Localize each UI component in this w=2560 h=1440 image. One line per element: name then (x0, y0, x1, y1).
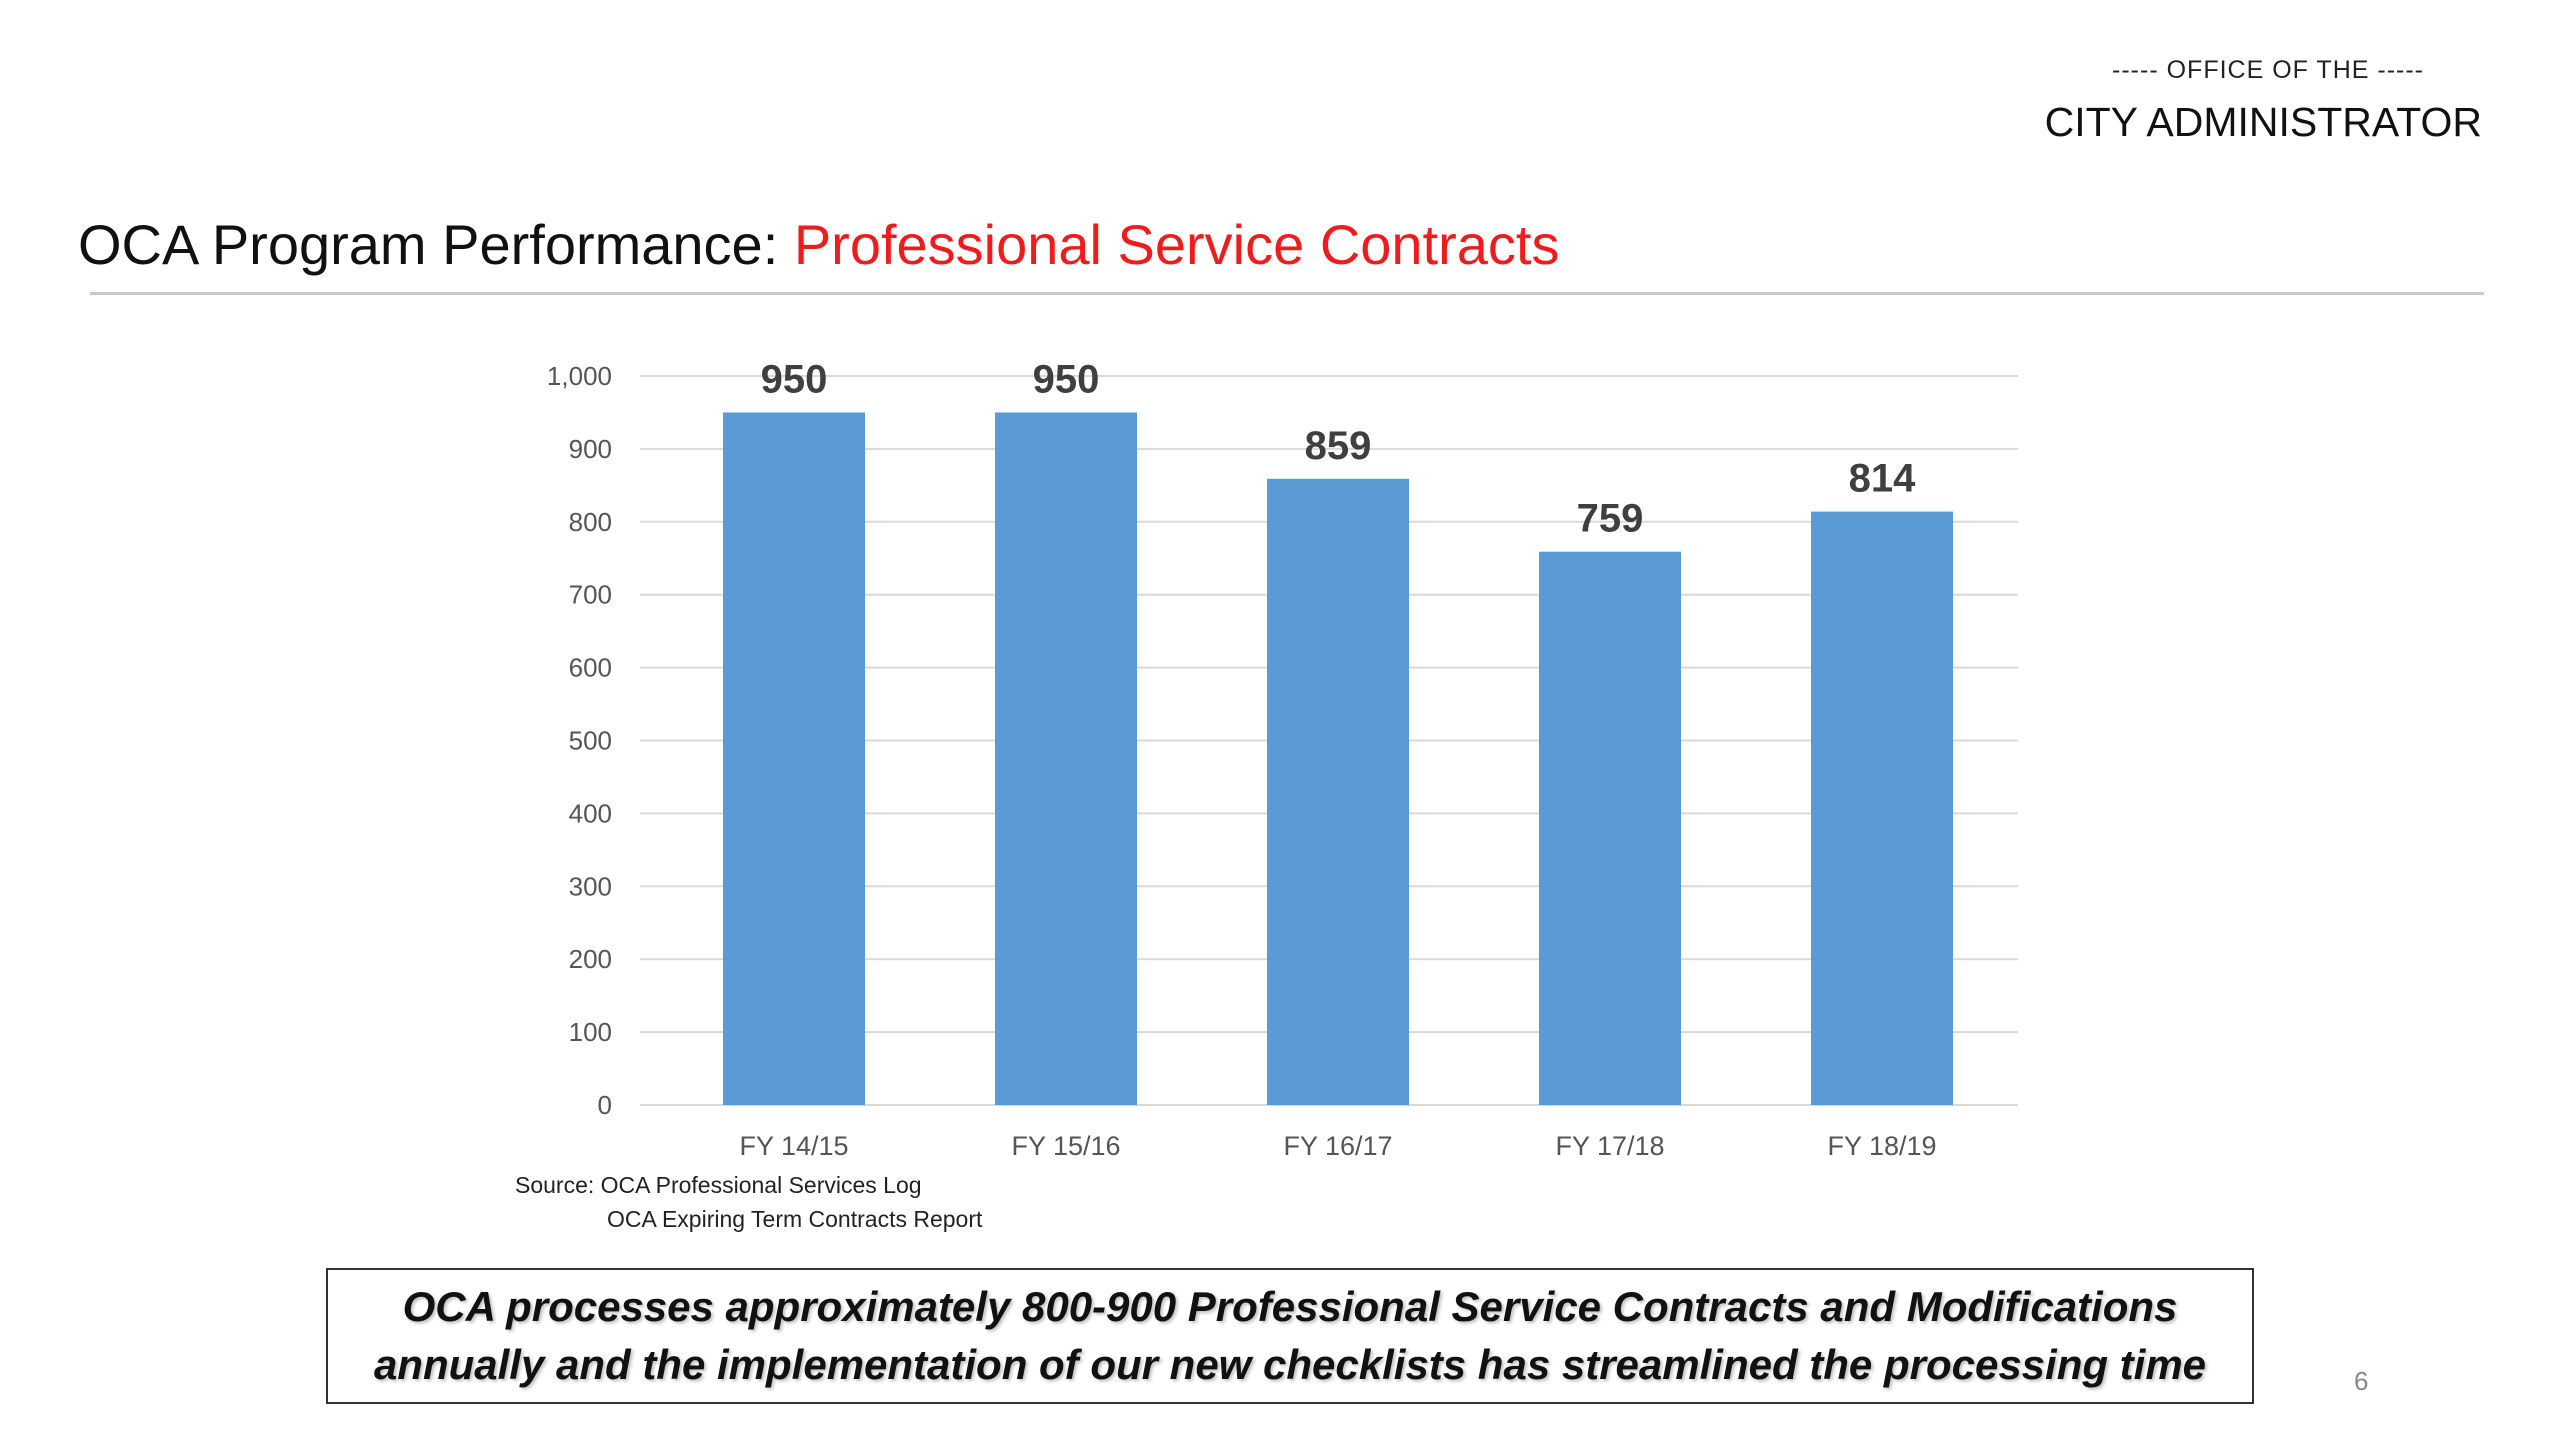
y-tick-label: 0 (598, 1090, 612, 1120)
x-tick-label: FY 17/18 (1555, 1131, 1664, 1161)
data-label: 950 (1033, 357, 1100, 401)
source-line-2: OCA Expiring Term Contracts Report (607, 1206, 983, 1232)
bar-chart: 0 100 200 300 400 500 600 700 800 900 1,000 950 FY 1… (547, 357, 2018, 1161)
bar (1811, 511, 1953, 1105)
y-tick-label: 200 (569, 944, 612, 974)
x-tick-label: FY 15/16 (1011, 1131, 1120, 1161)
page-number: 6 (2354, 1366, 2369, 1396)
slide-title-highlight: Professional Service Contracts (793, 213, 1560, 276)
slide-title-prefix: OCA Program Performance: (78, 213, 794, 276)
y-tick-label: 100 (569, 1017, 612, 1047)
org-header-line1: ----- OFFICE OF THE ----- (2112, 56, 2424, 84)
bar (995, 412, 1137, 1105)
slide-title: OCA Program Performance: Professional Se… (78, 212, 1559, 277)
y-tick-label: 400 (569, 798, 612, 828)
data-label: 950 (761, 357, 828, 401)
y-tick-label: 1,000 (547, 361, 612, 391)
y-tick-label: 900 (569, 434, 612, 464)
y-tick-label: 500 (569, 726, 612, 756)
data-label: 759 (1577, 497, 1644, 541)
y-tick-label: 300 (569, 871, 612, 901)
source-line-1: Source: OCA Professional Services Log (515, 1172, 922, 1198)
org-header: ----- OFFICE OF THE ----- CITY ADMINISTR… (1882, 56, 2482, 146)
org-header-line2: CITY ADMINISTRATOR (2044, 99, 2482, 145)
callout-line-1: OCA processes approximately 800-900 Prof… (402, 1283, 2178, 1330)
x-tick-label: FY 14/15 (739, 1131, 848, 1161)
data-label: 814 (1849, 457, 1916, 501)
source-note: Source: OCA Professional Services Log OC… (515, 1168, 982, 1236)
y-tick-label: 600 (569, 653, 612, 683)
callout-box: OCA processes approximately 800-900 Prof… (326, 1268, 2254, 1404)
bar (1539, 551, 1681, 1105)
x-tick-label: FY 16/17 (1283, 1131, 1392, 1161)
bar (723, 412, 865, 1105)
y-tick-label: 800 (569, 507, 612, 537)
title-divider (90, 292, 2484, 295)
bar (1267, 478, 1409, 1105)
y-tick-label: 700 (569, 580, 612, 610)
data-label: 859 (1305, 424, 1372, 468)
x-tick-label: FY 18/19 (1827, 1131, 1936, 1161)
callout-line-2: annually and the implementation of our n… (373, 1341, 2207, 1388)
